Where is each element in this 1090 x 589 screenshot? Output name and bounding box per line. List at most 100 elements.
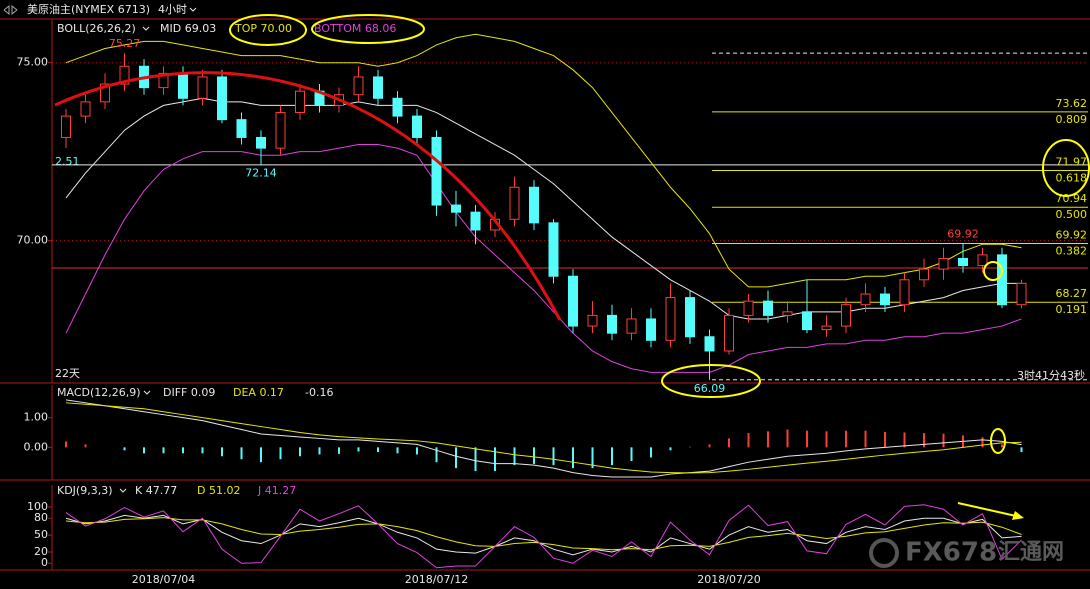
- highlight: [229, 14, 307, 46]
- candle-body: [470, 211, 481, 231]
- indicator-line: [65, 517, 1022, 551]
- candle-body: [373, 76, 383, 99]
- x-tick-label: 2018/07/12: [405, 573, 468, 586]
- fib-price: 69.92: [1056, 228, 1088, 241]
- x-tick-label: 2018/07/04: [132, 573, 195, 586]
- fib-ratio: 0.500: [1056, 208, 1088, 221]
- candle-body: [1016, 282, 1027, 306]
- candle-body: [743, 300, 754, 316]
- candle-body: [256, 136, 266, 149]
- watermark: 汇通网: [998, 540, 1064, 565]
- countdown: 3时41分43秒: [1017, 368, 1085, 382]
- y-tick-label: 20: [34, 545, 48, 558]
- y-tick-label: 1.00: [24, 411, 49, 424]
- candle-body: [977, 254, 988, 267]
- plot-layer: 75.0070.0073.620.80971.970.61870.940.500…: [0, 18, 1090, 586]
- candle-body: [860, 293, 871, 306]
- candle-body: [958, 257, 968, 267]
- indicator-value: DIFF 0.09: [163, 386, 215, 399]
- y-tick-label: 80: [34, 511, 48, 524]
- highlight: [1042, 139, 1090, 197]
- fib-price: 68.27: [1056, 287, 1088, 300]
- y-tick-label: 50: [34, 528, 48, 541]
- candle-body: [236, 119, 247, 138]
- candle-body: [899, 279, 910, 306]
- arrow-head: [1012, 511, 1024, 520]
- candle-body: [529, 186, 539, 224]
- fib-price: 73.62: [1056, 97, 1088, 110]
- y-tick-label: 75.00: [17, 56, 49, 69]
- indicator-name[interactable]: KDJ(9,3,3): [57, 484, 113, 497]
- y-tick-label: 100: [27, 500, 48, 513]
- watermark: FX678: [905, 538, 997, 568]
- x-tick-label: 2018/07/20: [697, 573, 760, 586]
- highlight: [983, 261, 1003, 281]
- indicator-line: [65, 33, 1022, 288]
- candle-body: [119, 65, 130, 85]
- candle-body: [100, 83, 110, 103]
- candle-body: [178, 72, 188, 99]
- trend-arc: [54, 71, 562, 321]
- candle-body: [392, 97, 403, 117]
- candle-body: [295, 90, 305, 114]
- candle-body: [275, 112, 286, 149]
- candle-body: [412, 115, 422, 138]
- fib-ratio: 0.191: [1056, 303, 1088, 316]
- indicator-chevron[interactable]: [119, 488, 127, 493]
- y-tick-label: 0: [41, 556, 48, 569]
- candle-body: [724, 314, 734, 352]
- candle-body: [548, 222, 559, 277]
- indicator-value: BOTTOM 68.06: [314, 22, 396, 35]
- days: 22天: [55, 367, 80, 380]
- indicator-value: DEA 0.17: [233, 386, 284, 399]
- candle-body: [217, 76, 227, 121]
- indicator-name[interactable]: BOLL(26,26,2): [57, 22, 136, 35]
- highlight: [311, 14, 425, 44]
- candle-body: [451, 204, 461, 213]
- candle-body: [587, 314, 598, 327]
- indicator-chevron[interactable]: [142, 26, 150, 31]
- fib-ratio: 0.382: [1056, 244, 1088, 257]
- watermark-logo: [869, 538, 899, 568]
- indicator-value: -0.16: [305, 386, 333, 399]
- symbol: 美原油主(NYMEX 6713): [27, 2, 150, 16]
- extreme-label: 66.09: [694, 382, 726, 395]
- fib-price: 71.97: [1056, 156, 1088, 169]
- candle-body: [938, 257, 949, 270]
- candle-body: [665, 297, 676, 341]
- candle-body: [646, 318, 656, 341]
- indicator-value: J 41.27: [257, 484, 296, 497]
- fib-ratio: 0.618: [1056, 172, 1088, 185]
- extreme-label: 75.27: [109, 37, 141, 50]
- indicator-line: [65, 144, 1022, 373]
- fib-ratio: 0.809: [1056, 113, 1088, 126]
- period-chevron[interactable]: [189, 7, 197, 12]
- highlight: [661, 364, 761, 398]
- arrow: [957, 502, 1017, 517]
- extreme-label: 72.14: [245, 166, 277, 179]
- candle-body: [841, 304, 851, 327]
- candle-body: [685, 297, 695, 338]
- candle-body: [509, 186, 520, 220]
- candle-body: [763, 300, 773, 316]
- toolbar-icon[interactable]: [3, 4, 18, 16]
- indicator-line: [65, 402, 1022, 474]
- candle-body: [61, 115, 71, 138]
- candle-body: [997, 254, 1007, 306]
- candle-body: [704, 336, 715, 352]
- indicator-name[interactable]: MACD(12,26,9): [57, 386, 141, 399]
- candle-body: [607, 314, 617, 334]
- indicator-line: [65, 399, 1022, 478]
- candle-body: [821, 325, 832, 331]
- candle-body: [802, 311, 812, 331]
- candle-body: [158, 72, 169, 89]
- left-level: 2.51: [55, 155, 80, 168]
- extreme-label: 69.92: [947, 227, 979, 240]
- period[interactable]: 4小时: [158, 3, 187, 16]
- indicator-value: K 47.77: [135, 484, 177, 497]
- y-tick-label: 70.00: [17, 234, 49, 247]
- indicator-value: TOP 70.00: [234, 22, 292, 35]
- indicator-chevron[interactable]: [143, 390, 151, 395]
- candle-body: [919, 268, 929, 281]
